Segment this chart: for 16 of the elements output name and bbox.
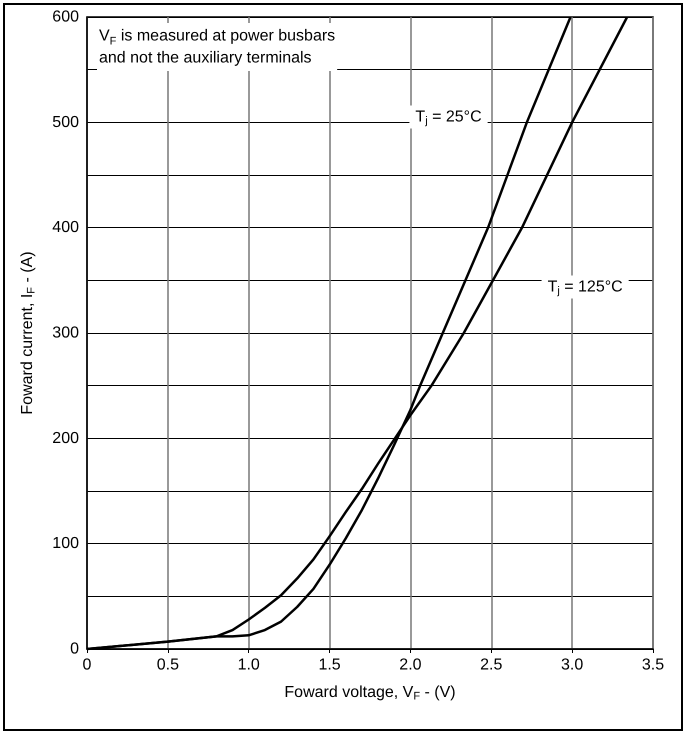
y-tick-label: 400	[52, 219, 80, 236]
y-axis-title: Foward current, IF - (A)	[19, 251, 38, 415]
x-tick-label: 1.0	[238, 656, 260, 674]
y-tick-label: 100	[52, 535, 80, 552]
x-tick-label: 0.5	[156, 656, 180, 674]
y-tick-label: 0	[70, 640, 80, 658]
x-tick-label: 3.0	[561, 656, 584, 674]
x-tick-label: 2.0	[399, 656, 422, 674]
y-tick-label: 300	[52, 324, 80, 342]
x-tick-label: 1.5	[318, 656, 341, 674]
y-tick-label: 500	[52, 114, 80, 131]
x-tick-label: 3.5	[642, 656, 664, 674]
y-tick-label: 600	[52, 8, 80, 26]
x-tick-label: 0	[82, 656, 92, 674]
y-tick-label: 200	[52, 430, 80, 447]
x-tick-label: 2.5	[480, 656, 503, 674]
